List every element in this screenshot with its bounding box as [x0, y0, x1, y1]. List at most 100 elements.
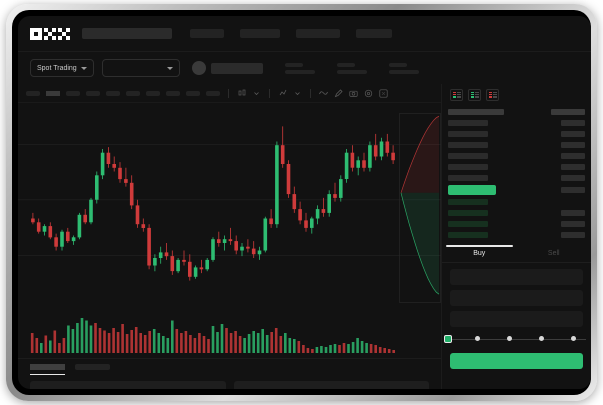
- trading-mode-dropdown[interactable]: Spot Trading: [30, 59, 94, 77]
- timeframe-chip-9[interactable]: [206, 90, 220, 96]
- ask-amount: [561, 119, 585, 126]
- okx-logo-glyph-o: [30, 27, 42, 40]
- pair-avatar: [191, 61, 206, 75]
- timeframe-chip-5[interactable]: [126, 90, 140, 96]
- last-price-amount: [561, 186, 585, 193]
- slider-stop-100[interactable]: [571, 336, 576, 341]
- candlestick-chart[interactable]: [18, 103, 441, 358]
- ask-amount: [561, 130, 585, 137]
- timeframe-chip-4[interactable]: [106, 90, 120, 96]
- order-book-ask-row[interactable]: [448, 161, 585, 172]
- bid-amount: [561, 209, 585, 216]
- stat-value: [284, 69, 315, 74]
- orders-field-1[interactable]: [233, 381, 429, 389]
- order-book-ask-row[interactable]: [448, 106, 585, 117]
- settings-icon[interactable]: [364, 89, 373, 98]
- nav-item-3[interactable]: [356, 29, 392, 38]
- tab-sell[interactable]: Sell: [547, 250, 560, 257]
- fullscreen-icon[interactable]: [379, 88, 388, 98]
- slider-stop-25[interactable]: [475, 336, 480, 341]
- camera-icon[interactable]: [349, 89, 358, 98]
- trading-mode-label: Spot Trading: [37, 64, 77, 72]
- ask-amount: [561, 141, 585, 148]
- stat-title: [336, 62, 355, 67]
- orders-panel: [18, 358, 441, 389]
- chevron-down-icon[interactable]: [252, 89, 261, 98]
- line-tool-icon[interactable]: [319, 89, 328, 98]
- bid-price: [448, 220, 488, 227]
- order-amount-field[interactable]: [450, 290, 583, 306]
- bid-price: [448, 231, 488, 238]
- orders-tab-1[interactable]: [75, 364, 110, 370]
- order-book-last-price-row[interactable]: [448, 183, 585, 196]
- timeframe-chip-6[interactable]: [146, 90, 160, 96]
- stat-title: [284, 62, 303, 67]
- ask-price: [448, 174, 488, 181]
- ask-price: [448, 108, 504, 115]
- candle-type-icon[interactable]: [237, 89, 246, 98]
- order-book-mode-buy-only-icon[interactable]: [468, 89, 481, 101]
- order-book-ask-row[interactable]: [448, 150, 585, 161]
- timeframe-chip-1[interactable]: [46, 90, 60, 96]
- order-total-field[interactable]: [450, 311, 583, 327]
- pair-select[interactable]: [101, 59, 180, 77]
- order-book-mode-both-icon[interactable]: [450, 89, 463, 101]
- chart-toolbar: [18, 84, 441, 103]
- tablet-device-frame: Spot Trading: [6, 4, 597, 401]
- slider-stop-50[interactable]: [507, 336, 512, 341]
- stat-value: [336, 69, 367, 74]
- timeframe-chip-2[interactable]: [66, 90, 80, 96]
- orders-tab-0[interactable]: [30, 364, 65, 375]
- submit-buy-button[interactable]: [450, 353, 583, 369]
- order-book-ask-row[interactable]: [448, 128, 585, 139]
- order-book-view-modes: [442, 84, 591, 106]
- order-book-ask-row[interactable]: [448, 117, 585, 128]
- nav-item-1[interactable]: [240, 29, 280, 38]
- ask-price: [448, 141, 488, 148]
- slider-stop-75[interactable]: [539, 336, 544, 341]
- volume-histogram: [30, 318, 395, 353]
- toolbar-divider: [269, 88, 270, 98]
- indicators-icon[interactable]: [278, 89, 287, 98]
- order-book-mode-sell-only-icon[interactable]: [486, 89, 499, 101]
- bid-price: [448, 198, 488, 205]
- last-price-highlight: [448, 184, 496, 195]
- timeframe-chip-8[interactable]: [186, 90, 200, 96]
- okx-logo-glyph-x: [58, 27, 70, 40]
- order-book-bid-row[interactable]: [448, 196, 585, 207]
- order-book-bid-row[interactable]: [448, 229, 585, 240]
- toolbar-divider: [310, 88, 311, 98]
- bid-amount: [561, 199, 585, 205]
- order-book-bid-row[interactable]: [448, 218, 585, 229]
- order-price-field[interactable]: [450, 269, 583, 285]
- timeframe-chip-0[interactable]: [26, 90, 40, 96]
- nav-item-0[interactable]: [190, 29, 224, 38]
- order-book-ask-row[interactable]: [448, 139, 585, 150]
- orders-tab-label: [30, 364, 65, 370]
- chart-canvas: [18, 126, 441, 353]
- pencil-icon[interactable]: [334, 88, 343, 98]
- okx-logo[interactable]: [30, 27, 70, 40]
- slider-track: [447, 339, 586, 340]
- percent-slider[interactable]: [444, 335, 589, 345]
- search-input[interactable]: [82, 28, 172, 39]
- order-side-tabs: Buy Sell: [442, 245, 591, 263]
- stat-column-0: [284, 62, 315, 74]
- slider-handle[interactable]: [444, 335, 452, 343]
- ask-price: [448, 163, 488, 170]
- ask-amount: [561, 174, 585, 181]
- order-book-bid-row[interactable]: [448, 207, 585, 218]
- order-book-panel: Buy Sell: [441, 84, 591, 389]
- chevron-down-icon: [166, 66, 173, 70]
- nav-item-2[interactable]: [296, 29, 340, 38]
- orders-field-0[interactable]: [30, 381, 226, 389]
- tab-buy[interactable]: Buy: [442, 245, 517, 262]
- stat-column-2: [388, 62, 419, 74]
- ask-amount: [561, 163, 585, 170]
- timeframe-chip-7[interactable]: [166, 90, 180, 96]
- app-header: [18, 16, 591, 52]
- chevron-down-icon[interactable]: [293, 89, 302, 98]
- okx-trading-app: Spot Trading: [18, 16, 591, 389]
- order-book-ask-row[interactable]: [448, 172, 585, 183]
- timeframe-chip-3[interactable]: [86, 90, 100, 96]
